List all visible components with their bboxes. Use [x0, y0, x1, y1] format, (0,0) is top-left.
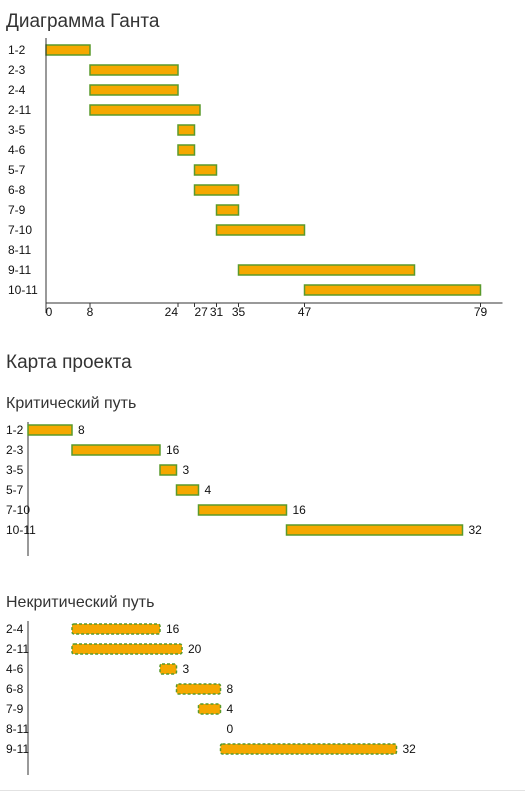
path-row-label: 2-3 [6, 443, 24, 457]
path-bar-value: 4 [205, 483, 212, 497]
gantt-row-label: 7-10 [8, 223, 32, 237]
gantt-bar [215, 204, 240, 216]
path-row-label: 7-9 [6, 702, 24, 716]
gantt-row-label: 10-11 [8, 283, 38, 297]
path-row-label: 1-2 [6, 423, 24, 437]
gantt-bar [237, 264, 416, 276]
path-bar [197, 703, 222, 715]
gantt-x-tick-label: 0 [46, 305, 53, 319]
gantt-bar [193, 164, 218, 176]
path-row-label: 10-11 [6, 523, 36, 537]
gantt-row-label: 1-2 [8, 43, 26, 57]
path-bar [27, 424, 73, 436]
path-row-label: 6-8 [6, 682, 24, 696]
gantt-x-tick-label: 24 [165, 305, 179, 319]
gantt-bar [89, 104, 201, 116]
gantt-row-label: 4-6 [8, 143, 26, 157]
gantt-bar [303, 284, 482, 296]
gantt-row-label: 5-7 [8, 163, 26, 177]
path-row-label: 3-5 [6, 463, 24, 477]
gantt-x-tick-label: 35 [232, 305, 246, 319]
gantt-row-label: 9-11 [8, 263, 31, 277]
path-row-label: 2-11 [6, 642, 29, 656]
path-row-label: 2-4 [6, 622, 24, 636]
path-bar-value: 32 [469, 523, 483, 537]
gantt-title: Диаграмма Ганта [6, 11, 160, 32]
path-bar [71, 643, 183, 655]
gantt-bar [177, 124, 196, 136]
gantt-bar [89, 64, 179, 76]
project-map-title: Карта проекта [6, 352, 132, 373]
path-bar [71, 623, 161, 635]
gantt-bar [89, 84, 179, 96]
path-bar-value: 3 [183, 662, 190, 676]
path-bar [175, 683, 222, 695]
divider [0, 790, 525, 791]
gantt-row-label: 6-8 [8, 183, 26, 197]
gantt-row-label: 8-11 [8, 243, 31, 257]
path-row-label: 8-11 [6, 722, 29, 736]
noncritical-path-title: Некритический путь [6, 594, 155, 611]
path-bar-value: 8 [78, 423, 85, 437]
path-bar-value: 3 [183, 463, 190, 477]
path-bar-value: 32 [403, 742, 417, 756]
path-row-label: 5-7 [6, 483, 24, 497]
gantt-x-tick-label: 27 [195, 305, 209, 319]
gantt-x-tick-label: 79 [474, 305, 488, 319]
gantt-x-tick-label: 31 [210, 305, 224, 319]
gantt-chart: 1-2 2-3 2-4 2-11 3-5 4-6 5-7 6-8 7-9 7-10 8-11 9-11… [8, 38, 503, 319]
path-row-label: 9-11 [6, 742, 29, 756]
gantt-row-label: 7-9 [8, 203, 26, 217]
critical-path-chart: 1-2 8 2-3 16 3-5 3 5-7 4 7-10 16 10-11 32 [6, 422, 483, 556]
path-bar-value: 20 [188, 642, 202, 656]
gantt-row-label: 2-3 [8, 63, 26, 77]
path-bar [159, 464, 178, 476]
path-row-label: 7-10 [6, 503, 30, 517]
path-bar [71, 444, 161, 456]
path-bar-value: 16 [293, 503, 307, 517]
gantt-row-label: 3-5 [8, 123, 26, 137]
gantt-bar [193, 184, 240, 196]
path-bar [159, 663, 178, 675]
path-bar-value: 8 [227, 682, 234, 696]
gantt-bar [215, 224, 306, 236]
path-bar [285, 524, 464, 536]
gantt-x-tick-label: 8 [87, 305, 94, 319]
path-bar-value: 16 [166, 622, 180, 636]
critical-path-title: Критический путь [6, 395, 137, 412]
gantt-row-label: 2-11 [8, 103, 31, 117]
path-bar-value: 16 [166, 443, 180, 457]
path-row-label: 4-6 [6, 662, 24, 676]
path-bar [219, 743, 398, 755]
gantt-x-tick-label: 47 [298, 305, 312, 319]
path-bar [175, 484, 200, 496]
path-bar-value: 4 [227, 702, 234, 716]
path-bar [197, 504, 288, 516]
path-bar-value: 0 [227, 722, 234, 736]
gantt-row-label: 2-4 [8, 83, 26, 97]
gantt-bar [177, 144, 196, 156]
